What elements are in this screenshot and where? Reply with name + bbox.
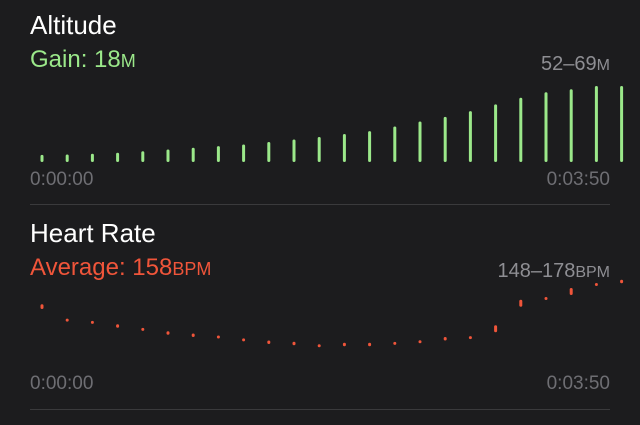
- heart-rate-mark: [418, 340, 422, 344]
- altitude-bar: [191, 147, 195, 162]
- altitude-bar: [368, 131, 372, 162]
- altitude-bar: [267, 142, 271, 162]
- altitude-divider: [30, 204, 610, 205]
- heart-rate-time-start: 0:00:00: [30, 373, 94, 394]
- heart-rate-mark: [594, 283, 598, 286]
- heart-rate-mark: [468, 336, 472, 340]
- altitude-bar: [65, 154, 69, 162]
- heart-rate-mark: [443, 337, 447, 341]
- heart-rate-mark: [242, 338, 246, 342]
- altitude-bar: [620, 86, 624, 162]
- altitude-bar: [544, 92, 548, 162]
- altitude-bar: [494, 104, 498, 162]
- heart-rate-mark: [216, 335, 220, 339]
- altitude-bar: [40, 154, 44, 162]
- altitude-bar: [342, 134, 346, 162]
- altitude-bar: [569, 89, 573, 162]
- altitude-gain-unit: M: [120, 51, 136, 71]
- heart-rate-mark: [342, 342, 346, 347]
- heart-rate-mark: [90, 320, 94, 324]
- altitude-gain: Gain: 18M: [30, 46, 136, 75]
- heart-rate-range: 148–178BPM: [497, 259, 610, 285]
- altitude-bar: [594, 86, 598, 162]
- heart-rate-mark: [620, 279, 624, 284]
- heart-rate-mark: [166, 331, 170, 335]
- altitude-bar: [141, 151, 145, 162]
- altitude-bar: [418, 121, 422, 162]
- altitude-range-unit: M: [596, 57, 610, 74]
- altitude-time-start: 0:00:00: [30, 169, 94, 190]
- heart-rate-section: Heart Rate Average: 158BPM 148–178BPM 0:…: [0, 205, 640, 425]
- altitude-bar: [393, 126, 397, 162]
- heart-rate-mark: [569, 288, 573, 295]
- altitude-bar: [317, 137, 321, 162]
- heart-rate-divider: [30, 409, 610, 410]
- heart-rate-mark: [141, 327, 145, 331]
- altitude-time-end: 0:03:50: [546, 169, 610, 190]
- altitude-bar: [90, 153, 94, 162]
- heart-rate-range-unit: BPM: [575, 264, 610, 281]
- heart-rate-mark: [267, 340, 271, 344]
- altitude-bar: [468, 111, 472, 162]
- altitude-bar: [166, 149, 170, 162]
- heart-rate-mark: [494, 325, 498, 333]
- altitude-chart: [40, 86, 624, 162]
- heart-rate-mark: [116, 324, 120, 328]
- altitude-bar: [216, 146, 220, 162]
- heart-rate-mark: [519, 299, 523, 307]
- heart-rate-mark: [292, 341, 296, 346]
- altitude-title: Altitude: [30, 10, 117, 40]
- heart-rate-range-value: 148–178: [497, 260, 576, 282]
- altitude-bar: [519, 97, 523, 162]
- altitude-range: 52–69M: [541, 52, 610, 78]
- heart-rate-mark: [191, 333, 195, 337]
- altitude-section: Altitude Gain: 18M 52–69M 0:00:00 0:03:5…: [0, 0, 640, 205]
- heart-rate-average-label: Average: 158: [30, 254, 173, 281]
- altitude-gain-label: Gain: 18: [30, 46, 121, 73]
- heart-rate-mark: [544, 297, 548, 300]
- altitude-range-value: 52–69: [541, 53, 597, 75]
- heart-rate-mark: [40, 304, 44, 309]
- heart-rate-mark: [317, 344, 321, 348]
- heart-rate-mark: [393, 341, 397, 345]
- heart-rate-chart: [40, 279, 624, 348]
- heart-rate-time-end: 0:03:50: [546, 373, 610, 394]
- heart-rate-mark: [65, 318, 69, 322]
- heart-rate-title: Heart Rate: [30, 218, 156, 248]
- altitude-bar: [443, 116, 447, 162]
- altitude-bar: [292, 139, 296, 162]
- altitude-bar: [242, 144, 246, 162]
- heart-rate-average: Average: 158BPM: [30, 254, 211, 283]
- heart-rate-mark: [368, 342, 372, 347]
- altitude-bar: [116, 152, 120, 162]
- heart-rate-average-unit: BPM: [172, 259, 212, 279]
